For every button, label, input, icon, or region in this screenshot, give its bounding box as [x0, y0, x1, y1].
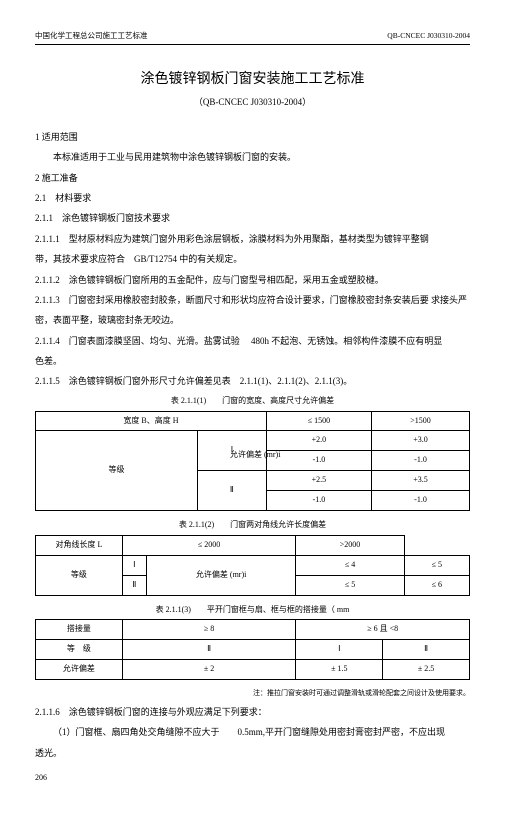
t1-r5c5: -1.0: [372, 490, 470, 510]
t3-r1c1: 搭接量: [36, 620, 123, 640]
t1-r5c4: -1.0: [266, 490, 371, 510]
p-2116a: （1）门窗框、扇四角处交角缝隙不应大于 0.5mm,平开门窗缝隙处用密封膏密封严…: [35, 725, 470, 739]
t2-r2c2: Ⅰ: [122, 556, 146, 576]
section-1-heading: 1 适用范围: [35, 130, 470, 144]
p-2116: 2.1.1.6 涂色镀锌钢板门窗的连接与外观应满足下列要求：: [35, 705, 470, 719]
t3-r3c3: ± 1.5: [296, 660, 383, 680]
table-3-title: 表 2.1.1(3) 平开门窗框与扇、框与框的搭接量（ mm: [35, 604, 470, 617]
p-2112: 2.1.1.2 涂色镀锌钢板门窗所用的五金配件，应与门窗型号相匹配，采用五金或塑…: [35, 273, 470, 287]
p-2111b: 带，其技术要求应符合 GB/T12754 中的有关规定。: [35, 252, 470, 266]
t3-r1c2: ≥ 8: [122, 620, 296, 640]
t1-allow-label: 允许偏差 (mr)i: [230, 449, 310, 462]
p-2116b: 透光。: [35, 746, 470, 760]
p-2111: 2.1.1.1 型材原材料应为建筑门窗外用彩色涂层钢板，涂膜材料为外用聚酯，基材…: [35, 232, 470, 246]
t3-r3c4: ± 2.5: [383, 660, 470, 680]
t3-r2c2: Ⅱ: [122, 640, 296, 660]
p-2113b: 密，表面平整，玻璃密封条无咬边。: [35, 313, 470, 327]
t2-r2c5: ≤ 5: [404, 556, 469, 576]
t2-r1c1: 对角线长度 L: [36, 536, 123, 556]
t3-r2c4: Ⅱ: [383, 640, 470, 660]
t2-r3c2: Ⅱ: [122, 575, 146, 595]
table-2: 对角线长度 L≤ 2000>2000 等级Ⅰ允许偏差 (mr)i≤ 4≤ 5 Ⅱ…: [35, 535, 470, 595]
t2-r1c3: >2000: [296, 536, 404, 556]
t2-r3c4: ≤ 5: [296, 575, 404, 595]
t2-r3c5: ≤ 6: [404, 575, 469, 595]
t3-r3c1: 允许偏差: [36, 660, 123, 680]
t1-r1c3: >1500: [372, 411, 470, 431]
t3-r2c3: Ⅰ: [296, 640, 383, 660]
t1-r4c5: +3.5: [372, 471, 470, 491]
table-3: 搭接量≥ 8≥ 6 且 <8 等 级ⅡⅠⅡ 允许偏差± 2± 1.5± 2.5: [35, 619, 470, 679]
t1-r1c2: ≤ 1500: [266, 411, 371, 431]
p-2114: 2.1.1.4 门窗表面漆膜坚固、均匀、光滑。盐雾试验 480h 不起泡、无锈蚀…: [35, 334, 470, 348]
section-2-heading: 2 施工准备: [35, 171, 470, 185]
t1-r3c5: -1.0: [372, 451, 470, 471]
subtitle: （QB-CNCEC J030310-2004）: [35, 95, 470, 109]
p-2115: 2.1.1.5 涂色镀锌钢板门窗外形尺寸允许偏差见表 2.1.1(1)、2.1.…: [35, 374, 470, 388]
page-number: 206: [35, 772, 470, 785]
t2-r2c3: 允许偏差 (mr)i: [146, 556, 295, 596]
t2-r1c2: ≤ 2000: [122, 536, 296, 556]
t1-r2c5: +3.0: [372, 431, 470, 451]
section-1-text: 本标准适用于工业与民用建筑物中涂色镀锌钢板门窗的安装。: [35, 150, 470, 164]
table-2-title: 表 2.1.1(2) 门窗两对角线允许长度偏差: [35, 519, 470, 532]
p-2113: 2.1.1.3 门窗密封采用橡胶密封胶条，断面尺寸和形状均应符合设计要求，门窗橡…: [35, 293, 470, 307]
t2-r2c4: ≤ 4: [296, 556, 404, 576]
table-1-title: 表 2.1.1(1) 门窗的宽度、高度尺寸允许偏差: [35, 395, 470, 408]
p-2114b: 色差。: [35, 354, 470, 368]
t1-r1c1: 宽度 B、高度 H: [36, 411, 267, 431]
t3-r1c3: ≥ 6 且 <8: [296, 620, 470, 640]
t1-r4c2: Ⅱ: [197, 471, 266, 511]
t3-r3c2: ± 2: [122, 660, 296, 680]
page-title: 涂色镀锌钢板门窗安装施工工艺标准: [35, 69, 470, 91]
header-left: 中国化学工程总公司施工工艺标准: [35, 30, 148, 42]
t1-r2c1: 等级: [36, 431, 198, 510]
t3-r2c1: 等 级: [36, 640, 123, 660]
t1-r4c4: +2.5: [266, 471, 371, 491]
section-2-1: 2.1 材料要求: [35, 191, 470, 205]
t2-r2c1: 等级: [36, 556, 123, 596]
header-right: QB-CNCEC J030310-2004: [387, 30, 470, 42]
section-2-1-1: 2.1.1 涂色镀锌钢板门窗技术要求: [35, 211, 470, 225]
table-3-note: 注：推拉门窗安装时可通过调整滑轨或滑轮配套之间设计及使用要求。: [35, 688, 470, 699]
